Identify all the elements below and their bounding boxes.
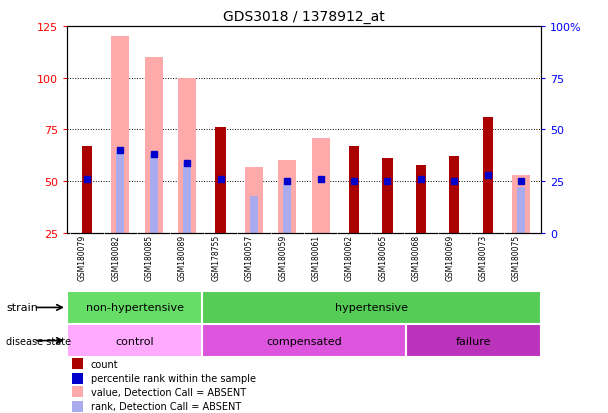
- Text: GSM180057: GSM180057: [245, 235, 254, 281]
- Bar: [202, 291, 541, 324]
- Text: percentile rank within the sample: percentile rank within the sample: [91, 373, 255, 383]
- Text: GSM180085: GSM180085: [145, 235, 154, 280]
- Text: GSM180075: GSM180075: [512, 235, 521, 281]
- Bar: [215, 128, 226, 233]
- Bar: [72, 373, 83, 384]
- Text: GSM180089: GSM180089: [178, 235, 187, 280]
- Bar: [111, 37, 130, 233]
- Bar: [183, 163, 192, 233]
- Bar: [150, 155, 158, 233]
- Text: GSM180073: GSM180073: [478, 235, 488, 281]
- Text: GSM180059: GSM180059: [278, 235, 288, 281]
- Text: hypertensive: hypertensive: [335, 303, 408, 313]
- Text: count: count: [91, 359, 118, 369]
- Text: control: control: [116, 336, 154, 346]
- Text: non-hypertensive: non-hypertensive: [86, 303, 184, 313]
- Text: GSM180061: GSM180061: [312, 235, 320, 280]
- Text: compensated: compensated: [266, 336, 342, 346]
- Bar: [278, 161, 297, 233]
- Bar: [512, 176, 530, 233]
- Bar: [349, 147, 359, 233]
- Text: GSM178755: GSM178755: [212, 235, 221, 281]
- Bar: [178, 78, 196, 233]
- Bar: [72, 358, 83, 370]
- Text: GDS3018 / 1378912_at: GDS3018 / 1378912_at: [223, 10, 385, 24]
- Text: disease state: disease state: [6, 336, 71, 346]
- Bar: [406, 324, 541, 357]
- Bar: [382, 159, 393, 233]
- Text: GSM180069: GSM180069: [445, 235, 454, 281]
- Bar: [67, 324, 202, 357]
- Bar: [145, 58, 163, 233]
- Bar: [483, 118, 492, 233]
- Bar: [283, 184, 291, 233]
- Bar: [202, 324, 406, 357]
- Text: GSM180079: GSM180079: [78, 235, 87, 281]
- Bar: [72, 401, 83, 412]
- Text: GSM180068: GSM180068: [412, 235, 421, 280]
- Text: strain: strain: [6, 303, 38, 313]
- Bar: [517, 188, 525, 233]
- Text: rank, Detection Call = ABSENT: rank, Detection Call = ABSENT: [91, 401, 241, 411]
- Bar: [244, 167, 263, 233]
- Bar: [250, 196, 258, 233]
- Bar: [67, 291, 202, 324]
- Bar: [311, 138, 330, 233]
- Bar: [416, 165, 426, 233]
- Text: failure: failure: [455, 336, 491, 346]
- Text: GSM180065: GSM180065: [379, 235, 387, 281]
- Bar: [82, 147, 92, 233]
- Bar: [449, 157, 459, 233]
- Text: GSM180062: GSM180062: [345, 235, 354, 280]
- Text: GSM180082: GSM180082: [111, 235, 120, 280]
- Text: value, Detection Call = ABSENT: value, Detection Call = ABSENT: [91, 387, 246, 397]
- Bar: [116, 151, 125, 233]
- Bar: [72, 386, 83, 397]
